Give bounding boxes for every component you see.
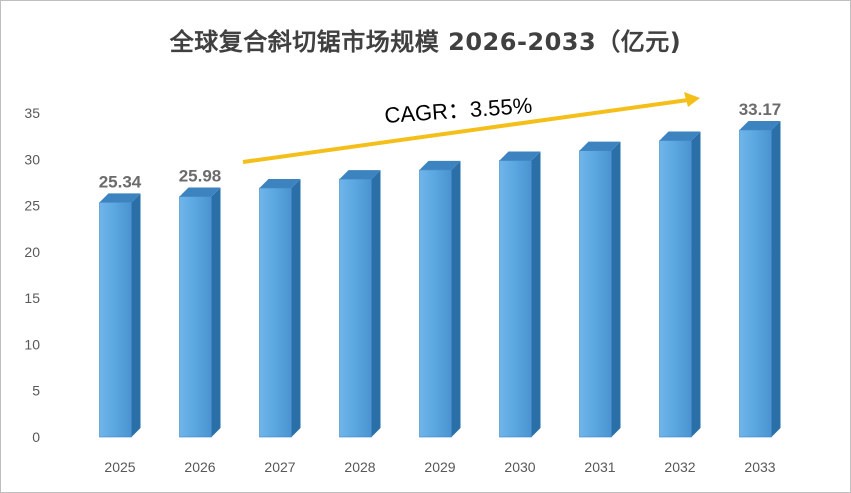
- bar-front: [579, 150, 612, 438]
- bar-side: [771, 120, 781, 437]
- x-tick-label: 2031: [584, 459, 615, 475]
- x-tick-label: 2033: [744, 459, 775, 475]
- x-tick-label: 2026: [184, 459, 215, 475]
- bar-top: [579, 141, 621, 151]
- data-label: 33.17: [739, 100, 782, 119]
- cagr-arrow-line: [242, 98, 689, 164]
- x-tick-label: 2032: [664, 459, 695, 475]
- x-axis: 2025 2026 2027 2028 2029 2030 2031 2032 2033: [104, 459, 775, 475]
- bar: [339, 170, 381, 438]
- bar: [179, 187, 221, 438]
- bar-side: [371, 170, 381, 437]
- bar-top: [99, 193, 141, 203]
- y-tick-label: 0: [32, 429, 40, 445]
- bar: [99, 193, 141, 438]
- bar: [419, 160, 461, 438]
- bar: [659, 131, 701, 438]
- bar-front: [99, 202, 132, 438]
- bars: [99, 120, 781, 438]
- x-tick-label: 2029: [424, 459, 455, 475]
- y-tick-label: 35: [24, 105, 40, 121]
- y-axis: 0 5 10 15 20 25 30 35: [24, 105, 40, 445]
- data-labels: 25.34 25.98 33.17: [99, 100, 782, 191]
- y-tick-label: 20: [24, 244, 40, 260]
- bar-top: [419, 160, 461, 170]
- bar: [739, 120, 781, 438]
- bar: [579, 141, 621, 438]
- y-tick-label: 10: [24, 336, 40, 352]
- cagr-label: CAGR：3.55%: [384, 93, 533, 128]
- bar-side: [611, 141, 621, 437]
- y-tick-label: 5: [32, 383, 40, 399]
- bar-front: [739, 129, 772, 438]
- bar-front: [339, 178, 372, 438]
- bar: [499, 151, 541, 438]
- bar: [259, 178, 301, 438]
- cagr-arrow-head: [684, 92, 700, 107]
- bar-top: [339, 170, 381, 180]
- bar-side: [691, 131, 701, 437]
- x-tick-label: 2030: [504, 459, 535, 475]
- bar-side: [211, 187, 221, 437]
- bar-top: [259, 178, 301, 188]
- cagr-annotation: CAGR：3.55%: [242, 92, 700, 164]
- bar-top: [499, 151, 541, 161]
- bar-top: [659, 131, 701, 141]
- bar-front: [659, 140, 692, 438]
- x-tick-label: 2027: [264, 459, 295, 475]
- bar-side: [131, 193, 141, 437]
- bar-front: [419, 169, 452, 438]
- chart-title: 全球复合斜切锯市场规模 2026-2033（亿元): [169, 28, 682, 56]
- y-tick-label: 15: [24, 290, 40, 306]
- bar-top: [179, 187, 221, 197]
- bar-side: [291, 178, 301, 438]
- data-label: 25.34: [99, 172, 142, 191]
- x-tick-label: 2025: [104, 459, 135, 475]
- bar-side: [531, 151, 541, 437]
- bar-side: [451, 160, 461, 437]
- bar-front: [259, 187, 292, 438]
- y-tick-label: 30: [24, 151, 40, 167]
- x-tick-label: 2028: [344, 459, 375, 475]
- bar-top: [739, 120, 781, 130]
- bar-front: [179, 196, 212, 438]
- y-tick-label: 25: [24, 198, 40, 214]
- bar-front: [499, 160, 532, 438]
- data-label: 25.98: [179, 166, 222, 185]
